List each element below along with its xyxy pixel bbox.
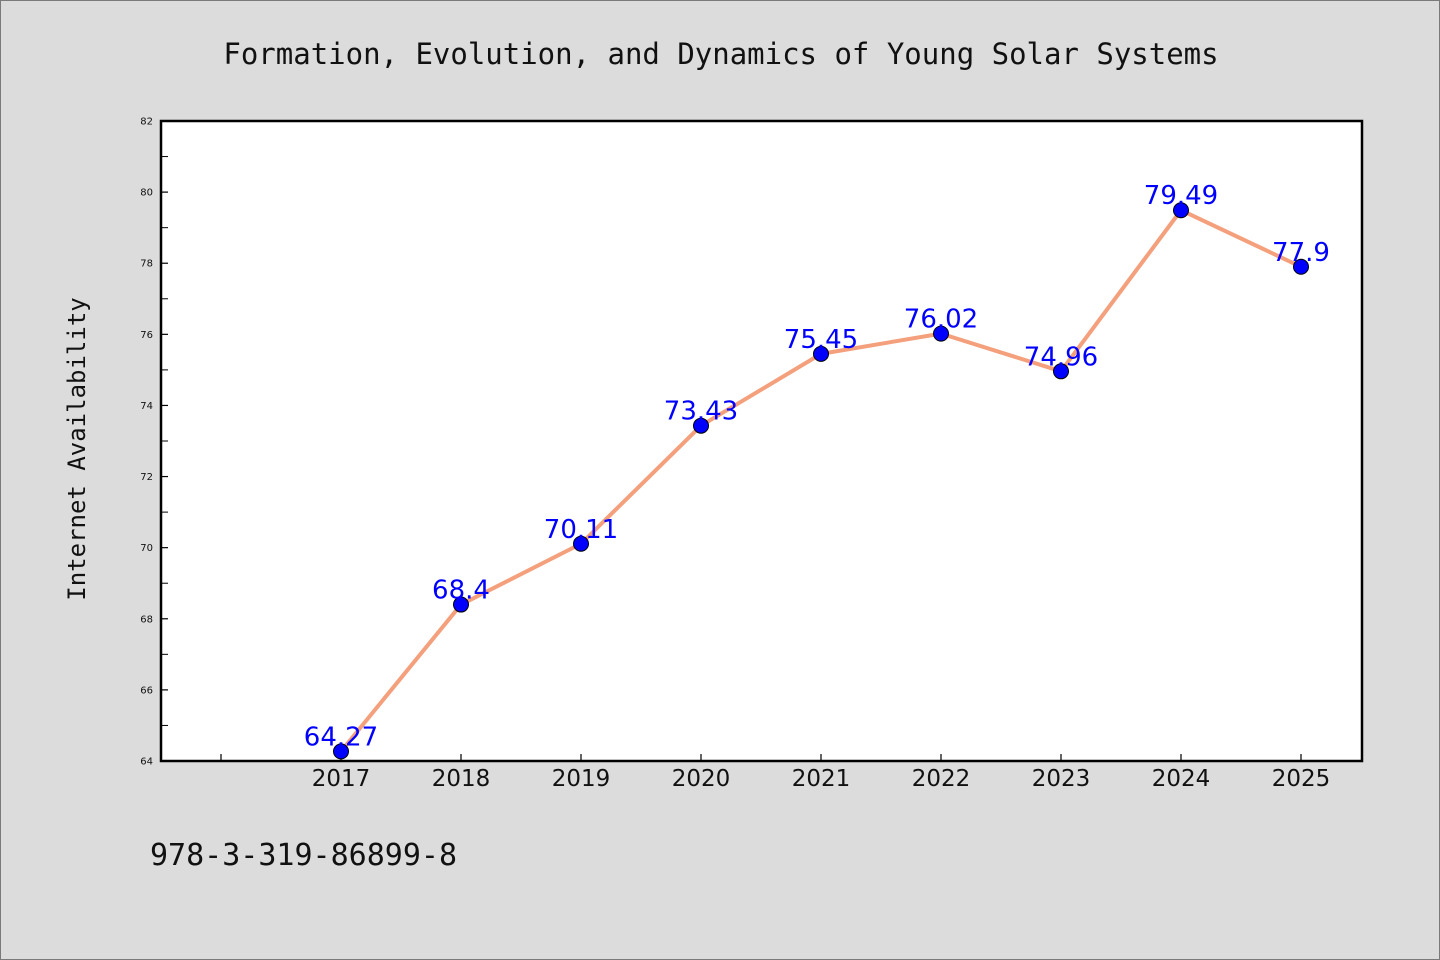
x-tick-label: 2020: [672, 766, 731, 792]
x-tick-label: 2024: [1152, 766, 1211, 792]
y-tick-label: 64: [140, 757, 153, 768]
data-point-64.27: [333, 743, 349, 760]
data-label: 75.45: [784, 325, 858, 355]
data-point-75.45: [813, 345, 829, 362]
data-point-77.9: [1293, 258, 1309, 275]
data-label: 79.49: [1144, 181, 1218, 211]
y-tick-label: 76: [140, 330, 153, 341]
data-point-79.49: [1173, 202, 1189, 219]
y-tick-label: 82: [140, 117, 153, 128]
data-label: 68.4: [432, 576, 490, 606]
series-layer: 64.27 68.4 70.11 73.43 75.45 76.02 74.96 79.49 7…: [304, 181, 1330, 760]
x-tick-label: 2019: [552, 766, 611, 792]
y-tick-label: 66: [140, 685, 153, 696]
y-tick-label: 70: [140, 543, 153, 554]
data-point-74.96: [1053, 363, 1069, 380]
data-label: 76.02: [904, 305, 978, 335]
data-point-70.11: [573, 535, 589, 552]
x-tick-label: 2021: [792, 766, 851, 792]
x-tick-label: 2017: [312, 766, 371, 792]
y-tick-label: 74: [140, 401, 153, 412]
x-tick-label: 2018: [432, 766, 491, 792]
isbn-footer: 978-3-319-86899-8: [150, 838, 457, 873]
data-point-73.43: [693, 417, 709, 434]
y-tick-label: 80: [140, 188, 153, 199]
data-label: 74.96: [1024, 342, 1098, 372]
x-tick-label: 2025: [1272, 766, 1331, 792]
chart-title: Formation, Evolution, and Dynamics of Yo…: [223, 37, 1218, 71]
x-tick-label: 2022: [912, 766, 971, 792]
x-tick-label: 2023: [1032, 766, 1091, 792]
data-point-76.02: [933, 325, 949, 342]
y-tick-label: 78: [140, 259, 153, 270]
data-label: 73.43: [664, 397, 738, 427]
data-label: 77.9: [1272, 238, 1330, 268]
y-tick-label: 72: [140, 472, 153, 483]
x-axis-ticks: 2017 2018 2019 2020 2021 2022 2023 2024 2025: [220, 754, 1331, 792]
data-point-68.4: [453, 596, 469, 613]
data-label: 64.27: [304, 722, 378, 752]
y-tick-label: 68: [140, 614, 153, 625]
plot-area: [161, 121, 1362, 761]
y-axis-label: Internet Availability: [63, 297, 91, 600]
plot-frame: [159, 119, 1364, 763]
data-label: 70.11: [544, 515, 618, 545]
